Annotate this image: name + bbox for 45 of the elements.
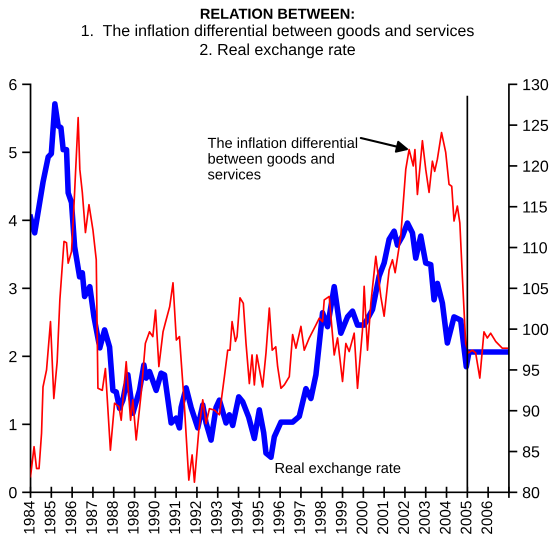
x-tick-label: 1988: [107, 501, 118, 534]
series-label: Real exchange rate: [276, 462, 400, 476]
x-tick-label: 1986: [65, 501, 76, 534]
x-tick-label: 1997: [294, 501, 306, 534]
annotation: The inflation differential between goods and services: [208, 137, 358, 180]
y2-tick-label: 110: [523, 242, 547, 254]
y2-tick-label: 95: [522, 364, 540, 376]
y2-tick-label: 85: [522, 446, 540, 458]
x-tick-label: 2000: [356, 501, 368, 534]
y-tick-label: 4: [8, 215, 17, 226]
y-tick-label: 1: [10, 419, 17, 430]
y2-tick-label: 120: [523, 160, 548, 172]
y-tick-label: 6: [9, 78, 17, 90]
y2-tick-label: 115: [523, 202, 547, 213]
x-tick-label: 2004: [440, 501, 451, 534]
x-tick-label: 1991: [169, 501, 180, 534]
x-tick-label: 1984: [24, 501, 35, 534]
x-tick-label: 1998: [315, 501, 326, 534]
y2-tick-label: 125: [523, 120, 548, 132]
x-tick-label: 1992: [190, 501, 202, 534]
x-tick-label: 1999: [336, 501, 347, 534]
x-tick-label: 1987: [86, 501, 98, 534]
x-tick-label: 2006: [481, 501, 492, 534]
y2-tick-label: 130: [523, 78, 548, 90]
y2-tick-label: 90: [522, 405, 540, 417]
x-tick-label: 1985: [44, 501, 56, 534]
x-tick-label: 1994: [232, 501, 243, 534]
x-tick-label: 2005: [460, 501, 472, 534]
y-tick-label: 2: [9, 350, 17, 362]
y-tick-label: 0: [9, 486, 17, 498]
y-tick-label: 5: [9, 147, 17, 158]
y2-tick-label: 80: [522, 486, 540, 498]
x-tick-label: 1990: [148, 501, 160, 534]
x-tick-label: 2002: [398, 501, 410, 534]
x-tick-label: 1989: [128, 501, 139, 534]
x-tick-label: 2001: [377, 501, 388, 534]
y2-tick-label: 105: [523, 282, 548, 294]
chart-title: RELATION BETWEEN:: [200, 8, 354, 19]
x-tick-label: 1996: [273, 501, 284, 534]
y2-tick-label: 100: [523, 324, 548, 336]
x-tick-label: 1995: [252, 501, 264, 534]
y-tick-label: 3: [9, 282, 17, 294]
x-tick-label: 2003: [419, 501, 430, 534]
chart-subtitle: 1. The inflation differential between goods and services 2. Real exchange rate: [82, 24, 474, 58]
x-tick-label: 1993: [211, 501, 222, 534]
